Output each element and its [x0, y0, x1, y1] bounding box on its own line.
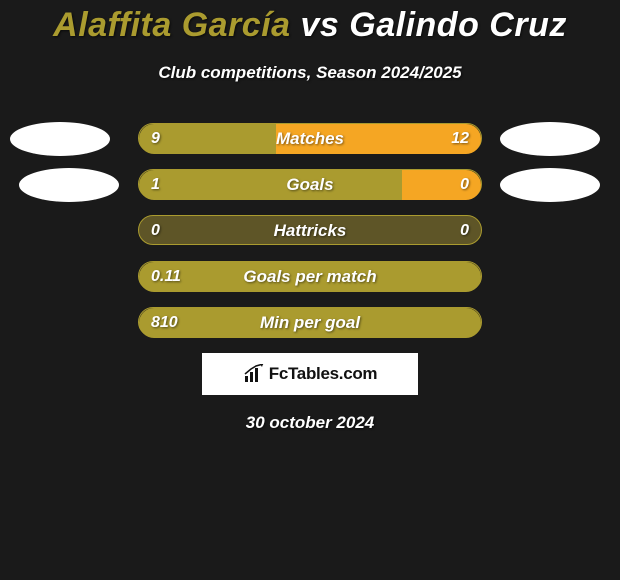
bar-fill-left	[139, 124, 276, 154]
stat-row: 9 Matches 12	[0, 123, 620, 153]
bar-track: 1 Goals 0	[138, 169, 482, 199]
bar-fill-left	[139, 170, 402, 200]
player-left-avatar	[19, 168, 119, 202]
title-left-name: Alaffita García	[53, 6, 290, 44]
stat-label: Hattricks	[139, 216, 481, 246]
bar-fill-left	[139, 262, 481, 292]
stat-value-right: 0	[460, 216, 469, 246]
date-label: 30 october 2024	[0, 413, 620, 433]
stat-row: 810 Min per goal	[0, 307, 620, 337]
player-left-avatar	[10, 122, 110, 156]
stat-row: 0 Hattricks 0	[0, 215, 620, 245]
comparison-chart: 9 Matches 12 1 Goals 0 0 Hattricks 0 0.1…	[0, 123, 620, 337]
chart-icon	[243, 364, 265, 384]
stat-value-left: 0	[151, 216, 160, 246]
bar-fill-right	[402, 170, 481, 200]
logo-text: FcTables.com	[269, 364, 378, 384]
player-right-avatar	[500, 122, 600, 156]
stat-row: 0.11 Goals per match	[0, 261, 620, 291]
fctables-logo: FcTables.com	[243, 364, 378, 384]
stat-row: 1 Goals 0	[0, 169, 620, 199]
title-right-name: Galindo Cruz	[349, 6, 567, 44]
title-vs: vs	[291, 6, 350, 44]
logo-box[interactable]: FcTables.com	[202, 353, 418, 395]
bar-track: 810 Min per goal	[138, 307, 482, 337]
page-title: Alaffita García vs Galindo Cruz	[0, 0, 620, 45]
bar-track: 0 Hattricks 0	[138, 215, 482, 245]
bar-fill-right	[276, 124, 481, 154]
subtitle: Club competitions, Season 2024/2025	[0, 63, 620, 83]
bar-track: 0.11 Goals per match	[138, 261, 482, 291]
player-right-avatar	[500, 168, 600, 202]
bar-track: 9 Matches 12	[138, 123, 482, 153]
bar-fill-left	[139, 308, 481, 338]
